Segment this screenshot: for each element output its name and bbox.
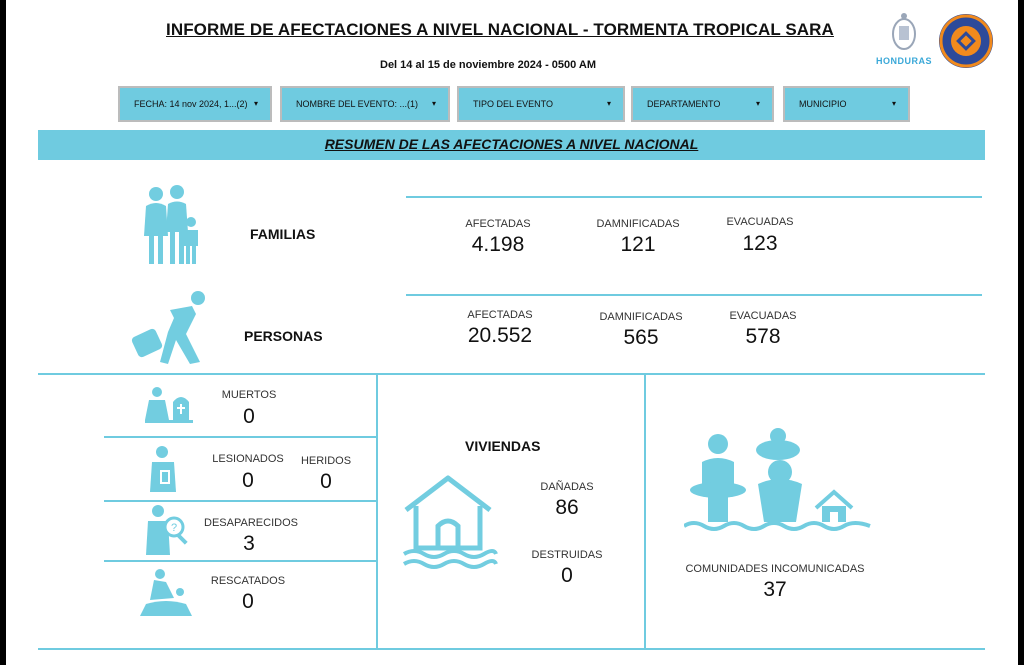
- screen-edge-right: [1018, 0, 1024, 665]
- heridos-value: 0: [320, 470, 332, 493]
- report-subtitle: Del 14 al 15 de noviembre 2024 - 0500 AM: [380, 59, 597, 71]
- dropdown-arrow-icon: ▾: [891, 99, 896, 108]
- familias-evacuadas-value: 123: [742, 232, 778, 255]
- copeco-logo: [939, 14, 993, 68]
- honduras-logo-text: HONDURAS: [875, 56, 932, 66]
- honduras-emblem-icon: [892, 13, 916, 50]
- familias-afectadas-label: AFECTADAS: [465, 218, 531, 230]
- familias-afectadas-value: 4.198: [471, 233, 525, 256]
- lesionados-value: 0: [242, 469, 254, 492]
- divider: [406, 196, 982, 198]
- desaparecidos-value: 3: [243, 532, 255, 555]
- filter-municipio[interactable]: MUNICIPIO ▾: [783, 86, 910, 122]
- rescatados-label: RESCATADOS: [210, 575, 286, 587]
- honduras-logo: HONDURAS: [872, 10, 936, 72]
- familias-evacuadas-label: EVACUADAS: [726, 216, 794, 228]
- divider: [38, 373, 985, 375]
- filter-municipio-label: MUNICIPIO: [799, 99, 847, 109]
- viviendas-danadas-label: DAÑADAS: [540, 481, 594, 493]
- dropdown-arrow-icon: ▾: [606, 99, 611, 108]
- personas-title: PERSONAS: [244, 328, 323, 344]
- personas-afectadas-label: AFECTADAS: [467, 309, 533, 321]
- muertos-label: MUERTOS: [221, 389, 277, 401]
- evacuee-person-icon: [131, 291, 205, 364]
- filter-fecha[interactable]: FECHA: 14 nov 2024, 1...(2) ▾: [118, 86, 272, 122]
- divider: [376, 374, 378, 648]
- heridos-label: HERIDOS: [300, 455, 352, 467]
- personas-damnificadas-label: DAMNIFICADAS: [599, 311, 683, 323]
- familias-title: FAMILIAS: [250, 226, 316, 242]
- filter-tipo-evento[interactable]: TIPO DEL EVENTO ▾: [457, 86, 625, 122]
- divider: [104, 436, 376, 438]
- summary-banner: RESUMEN DE LAS AFECTACIONES A NIVEL NACI…: [38, 130, 985, 160]
- grave-mourner-icon: [145, 387, 193, 423]
- comunidades-label: COMUNIDADES INCOMUNICADAS: [685, 563, 865, 575]
- viviendas-title: VIVIENDAS: [465, 438, 541, 454]
- flooded-house-icon: [402, 475, 498, 569]
- filter-fecha-label: FECHA: 14 nov 2024, 1...(2): [134, 99, 248, 109]
- dropdown-arrow-icon: ▾: [431, 99, 436, 108]
- comunidades-value: 37: [763, 578, 787, 601]
- missing-person-search-icon: ?: [146, 505, 188, 555]
- muertos-value: 0: [243, 405, 255, 428]
- filter-departamento-label: DEPARTAMENTO: [647, 99, 721, 109]
- summary-banner-text: RESUMEN DE LAS AFECTACIONES A NIVEL NACI…: [324, 136, 699, 152]
- familias-damnificadas-label: DAMNIFICADAS: [596, 218, 680, 230]
- report-title: INFORME DE AFECTACIONES A NIVEL NACIONAL…: [166, 20, 834, 39]
- svg-text:?: ?: [171, 522, 177, 534]
- dropdown-arrow-icon: ▾: [253, 99, 258, 108]
- divider: [38, 648, 985, 650]
- divider: [406, 294, 982, 296]
- filter-nombre-evento[interactable]: NOMBRE DEL EVENTO: ...(1) ▾: [280, 86, 450, 122]
- filter-tipo-evento-label: TIPO DEL EVENTO: [473, 99, 554, 109]
- divider: [644, 374, 646, 648]
- divider: [104, 500, 376, 502]
- divider: [104, 560, 376, 562]
- filter-departamento[interactable]: DEPARTAMENTO ▾: [631, 86, 774, 122]
- viviendas-destruidas-value: 0: [561, 564, 573, 587]
- injured-person-icon: [150, 446, 176, 492]
- rescue-icon: [140, 569, 192, 616]
- personas-afectadas-value: 20.552: [467, 324, 533, 347]
- dropdown-arrow-icon: ▾: [755, 99, 760, 108]
- lesionados-label: LESIONADOS: [212, 453, 284, 465]
- filter-nombre-evento-label: NOMBRE DEL EVENTO: ...(1): [296, 99, 419, 109]
- rescatados-value: 0: [242, 590, 254, 613]
- copeco-emblem-icon: [939, 14, 993, 68]
- family-icon: [144, 185, 198, 264]
- desaparecidos-label: DESAPARECIDOS: [204, 517, 298, 529]
- isolated-community-icon: [684, 428, 871, 531]
- personas-evacuadas-label: EVACUADAS: [729, 310, 797, 322]
- personas-damnificadas-value: 565: [623, 326, 659, 349]
- viviendas-danadas-value: 86: [555, 496, 579, 519]
- screen-edge-left: [0, 0, 6, 665]
- personas-evacuadas-value: 578: [745, 325, 781, 348]
- familias-damnificadas-value: 121: [620, 233, 656, 256]
- viviendas-destruidas-label: DESTRUIDAS: [531, 549, 603, 561]
